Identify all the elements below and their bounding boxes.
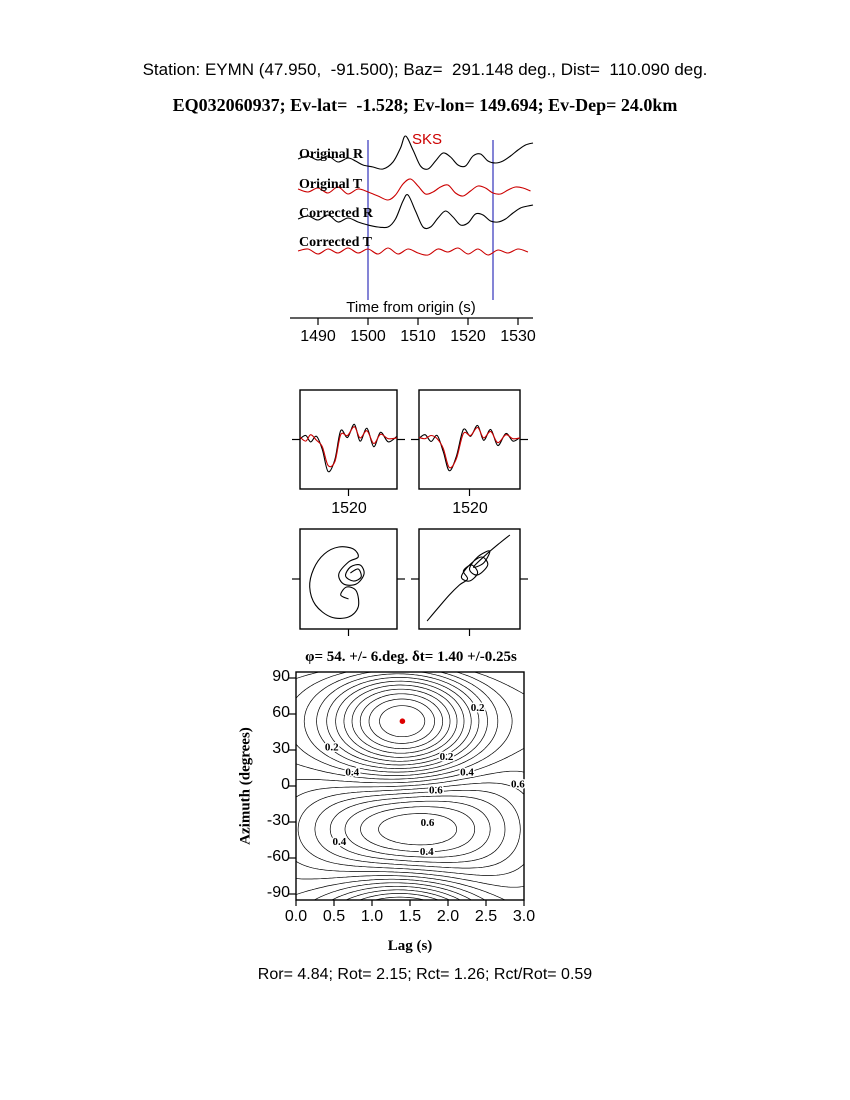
contour-line [295, 671, 499, 901]
lag-tick-label: 1.0 [360, 908, 384, 925]
lag-tick-label: 0.5 [322, 908, 346, 925]
contour-line [344, 800, 491, 858]
fit-right-xtick-label: 1520 [452, 500, 488, 517]
contour-line [314, 789, 521, 869]
azimuth-tick-label: 90 [272, 668, 290, 685]
lag-tick-label: 3.0 [512, 908, 536, 925]
fit-left-xtick-label: 1520 [331, 500, 367, 517]
lag-tick-label: 2.5 [474, 908, 498, 925]
contour-value-label: 0.4 [420, 846, 434, 858]
contour-line [303, 671, 488, 901]
time-tick-label: 1520 [450, 328, 486, 345]
contour-value-label: 0.2 [325, 741, 339, 753]
contour-title: φ= 54. +/- 6.deg. δt= 1.40 +/-0.25s [305, 649, 517, 665]
trace-original-r [297, 135, 534, 170]
fit-right-data-trace [418, 424, 521, 472]
azimuth-tick-label: 0 [281, 776, 290, 793]
azimuth-tick-label: -30 [266, 812, 290, 829]
fit-right-box [418, 389, 521, 490]
lag-tick-label: 1.5 [398, 908, 422, 925]
trace-label-original-r: Original R [299, 147, 364, 162]
contour-line [335, 680, 465, 901]
best-fit-marker [399, 718, 406, 724]
lag-tick-label: 2.0 [436, 908, 460, 925]
contour-value-label: 0.6 [429, 785, 443, 797]
time-tick-label: 1490 [300, 328, 336, 345]
fit-left-fit-trace [299, 426, 398, 468]
contour-line [351, 688, 451, 754]
particle-motion-right-box [418, 528, 521, 630]
fit-left-box [299, 389, 398, 490]
lag-tick-label: 0.0 [284, 908, 308, 925]
trace-label-corrected-r: Corrected R [299, 206, 373, 221]
trace-label-corrected-t: Corrected T [299, 235, 372, 250]
azimuth-tick-label: 60 [272, 704, 290, 721]
contour-line [295, 770, 525, 888]
lag-axis-label: Lag (s) [387, 938, 433, 954]
contour-line [295, 671, 513, 901]
contour-value-label: 0.2 [440, 751, 454, 763]
fit-left-data-trace [299, 423, 398, 473]
stats-line: Ror= 4.84; Rot= 2.15; Rct= 1.26; Rct/Rot… [257, 966, 593, 983]
fit-right-fit-trace [418, 426, 521, 469]
event-info-line: EQ032060937; Ev-lat= -1.528; Ev-lon= 149… [172, 95, 678, 115]
contour-value-label: 0.6 [511, 779, 525, 791]
contour-value-label: 0.4 [345, 767, 359, 779]
trace-corrected-t [297, 247, 529, 256]
contour-line [359, 693, 444, 750]
contour-value-label: 0.4 [460, 767, 474, 779]
contour-line [368, 698, 435, 744]
time-tick-label: 1500 [350, 328, 386, 345]
contour-line [379, 705, 426, 738]
contour-line [326, 677, 472, 901]
particle-motion-left-path [309, 546, 365, 619]
trace-original-t [297, 178, 531, 201]
contour-line [295, 671, 525, 901]
azimuth-tick-label: -60 [266, 848, 290, 865]
trace-label-original-t: Original T [299, 177, 363, 192]
station-info-line: Station: EYMN (47.950, -91.500); Baz= 29… [142, 60, 708, 79]
contour-value-label: 0.2 [471, 702, 485, 714]
contour-line [297, 782, 525, 876]
time-tick-label: 1510 [400, 328, 436, 345]
contour-value-label: 0.4 [332, 836, 346, 848]
contour-line [329, 795, 506, 863]
time-axis-label: Time from origin (s) [346, 299, 476, 316]
azimuth-tick-label: -90 [266, 884, 290, 901]
phase-label: SKS [412, 131, 443, 148]
particle-motion-right-path [426, 534, 511, 622]
contour-line [316, 673, 480, 901]
azimuth-tick-label: 30 [272, 740, 290, 757]
trace-corrected-r [297, 194, 534, 230]
contour-line [343, 684, 458, 758]
contour-line [360, 806, 476, 853]
time-tick-label: 1530 [500, 328, 536, 345]
contour-value-label: 0.6 [421, 817, 435, 829]
contour-line [378, 813, 458, 846]
